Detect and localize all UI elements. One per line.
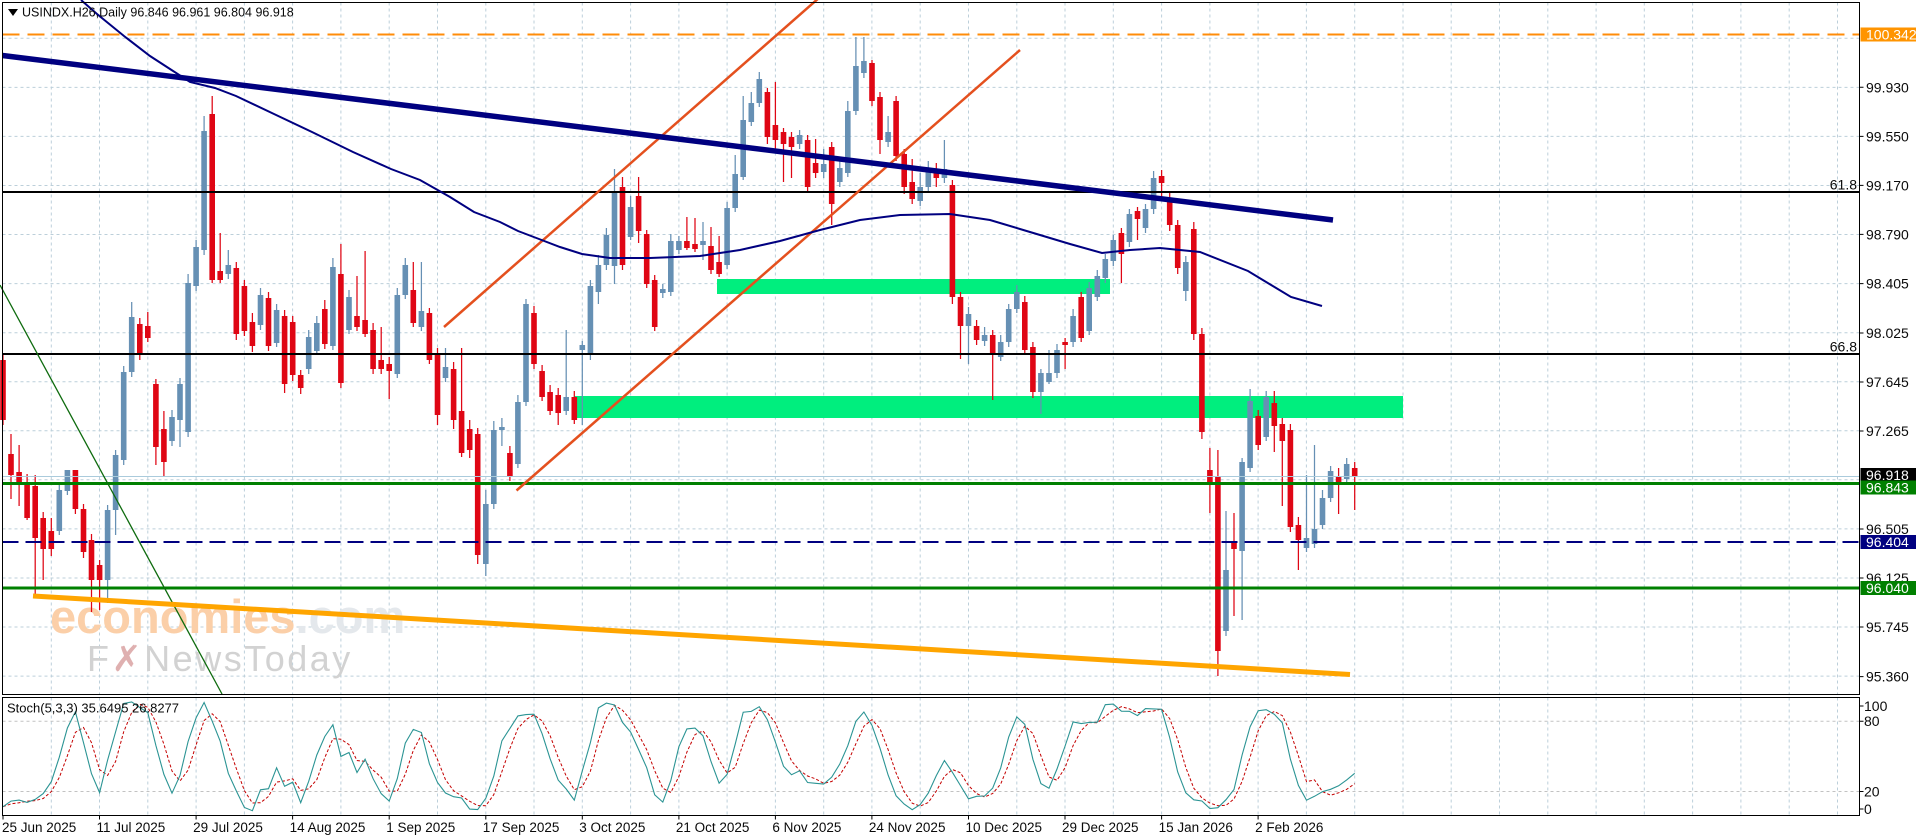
svg-text:21 Oct 2025: 21 Oct 2025 [676, 820, 750, 835]
svg-text:10 Dec 2025: 10 Dec 2025 [966, 820, 1043, 835]
svg-text:80: 80 [1864, 713, 1880, 729]
svg-text:99.170: 99.170 [1866, 177, 1909, 193]
svg-text:29 Jul 2025: 29 Jul 2025 [193, 820, 263, 835]
svg-text:61.8: 61.8 [1830, 177, 1857, 193]
svg-text:95.360: 95.360 [1866, 669, 1909, 685]
svg-text:96.040: 96.040 [1866, 580, 1909, 596]
svg-text:25 Jun 2025: 25 Jun 2025 [2, 820, 76, 835]
svg-text:6 Nov 2025: 6 Nov 2025 [772, 820, 841, 835]
svg-text:96.918: 96.918 [1866, 467, 1909, 483]
svg-text:0: 0 [1864, 801, 1872, 817]
svg-text:100: 100 [1864, 698, 1888, 714]
svg-text:97.645: 97.645 [1866, 374, 1909, 390]
svg-text:97.265: 97.265 [1866, 423, 1909, 439]
svg-text:11 Jul 2025: 11 Jul 2025 [97, 820, 166, 835]
svg-text:98.025: 98.025 [1866, 325, 1909, 341]
svg-text:98.405: 98.405 [1866, 276, 1909, 292]
svg-text:1 Sep 2025: 1 Sep 2025 [386, 820, 455, 835]
svg-text:29 Dec 2025: 29 Dec 2025 [1062, 820, 1139, 835]
svg-text:20: 20 [1864, 784, 1880, 800]
svg-text:99.930: 99.930 [1866, 79, 1909, 95]
svg-text:95.745: 95.745 [1866, 619, 1909, 635]
svg-text:96.404: 96.404 [1866, 534, 1909, 550]
svg-text:2 Feb 2026: 2 Feb 2026 [1255, 820, 1323, 835]
svg-text:24 Nov 2025: 24 Nov 2025 [869, 820, 946, 835]
svg-text:USINDX.H26,Daily 96.846 96.96: USINDX.H26,Daily 96.846 96.961 96.804 96… [22, 6, 294, 20]
svg-text:100.342: 100.342 [1866, 27, 1916, 43]
svg-text:99.550: 99.550 [1866, 128, 1909, 144]
svg-text:F✗NewsToday: F✗NewsToday [87, 638, 353, 679]
svg-text:96.843: 96.843 [1866, 480, 1909, 496]
svg-text:98.790: 98.790 [1866, 226, 1909, 242]
svg-text:14 Aug 2025: 14 Aug 2025 [290, 820, 366, 835]
svg-text:96.505: 96.505 [1866, 521, 1909, 537]
svg-text:15 Jan 2026: 15 Jan 2026 [1159, 820, 1233, 835]
svg-text:Stoch(5,3,3) 35.6495 26.8277: Stoch(5,3,3) 35.6495 26.8277 [7, 701, 179, 716]
svg-text:17 Sep 2025: 17 Sep 2025 [483, 820, 560, 835]
svg-text:3 Oct 2025: 3 Oct 2025 [579, 820, 645, 835]
svg-text:66.8: 66.8 [1830, 339, 1857, 355]
